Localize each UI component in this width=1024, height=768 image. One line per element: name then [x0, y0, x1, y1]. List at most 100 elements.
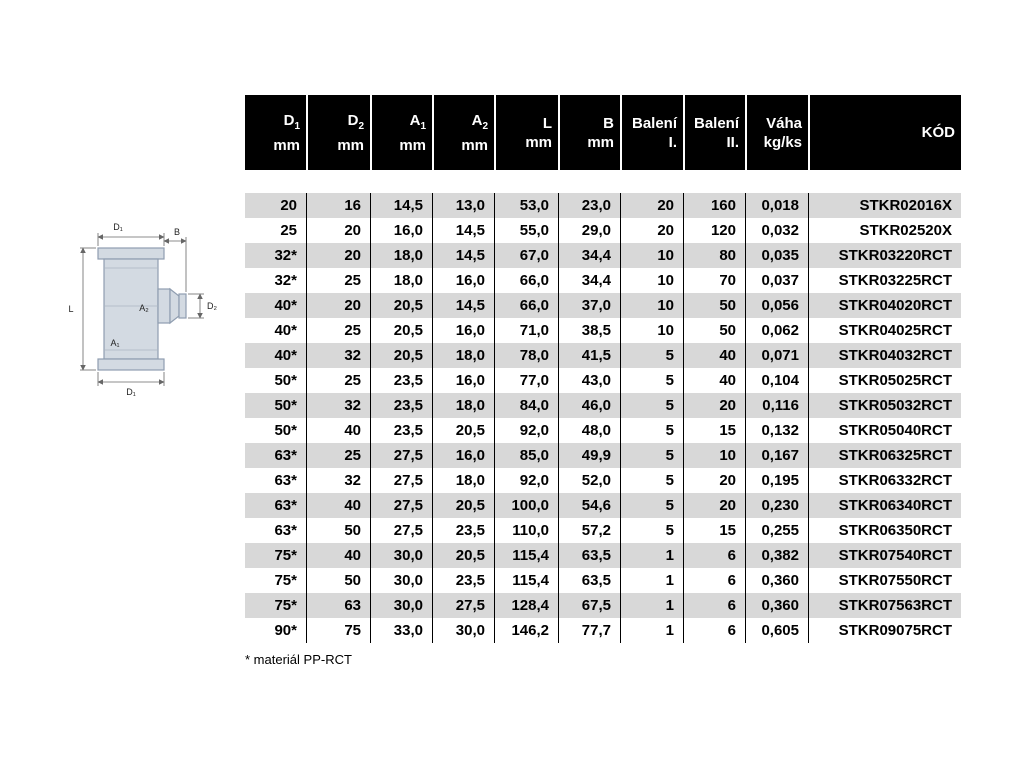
cell-a1: 30,0 [370, 593, 432, 618]
cell-baleni-ii: 6 [683, 593, 745, 618]
cell-b: 67,5 [558, 593, 620, 618]
column-header-label: A2 [471, 111, 488, 132]
cell-a2: 18,0 [432, 393, 494, 418]
cell-b: 52,0 [558, 468, 620, 493]
cell-vaha: 0,360 [745, 568, 808, 593]
cell-vaha: 0,230 [745, 493, 808, 518]
cell-baleni-ii: 20 [683, 468, 745, 493]
cell-baleni-i: 5 [620, 493, 683, 518]
cell-l: 146,2 [494, 618, 558, 643]
cell-a1: 30,0 [370, 568, 432, 593]
cell-b: 46,0 [558, 393, 620, 418]
cell-l: 92,0 [494, 468, 558, 493]
cell-vaha: 0,062 [745, 318, 808, 343]
cell-baleni-i: 5 [620, 343, 683, 368]
cell-l: 66,0 [494, 293, 558, 318]
column-header-unit: I. [668, 133, 677, 151]
cell-kod: STKR06325RCT [808, 443, 961, 468]
cell-d1: 40* [274, 322, 297, 339]
cell-d1: 75* [274, 572, 297, 589]
cell-kod: STKR07563RCT [808, 593, 961, 618]
table-row: 32* 20 18,0 14,5 67,0 34,4 10 80 0,035 STKR03220R… [245, 243, 961, 268]
cell-baleni-ii: 6 [683, 618, 745, 643]
cell-baleni-i: 20 [620, 218, 683, 243]
cell-d2: 32 [306, 468, 370, 493]
cell-vaha: 0,167 [745, 443, 808, 468]
cell-vaha: 0,018 [745, 193, 808, 218]
cell-kod: STKR09075RCT [808, 618, 961, 643]
cell-d1: 75* [274, 547, 297, 564]
cell-a2: 16,0 [432, 318, 494, 343]
dim-label-a2: A₂ [139, 303, 149, 313]
cell-d2: 40 [306, 418, 370, 443]
cell-baleni-ii: 20 [683, 493, 745, 518]
fitting-body-shape [97, 247, 187, 371]
cell-kod: STKR06350RCT [808, 518, 961, 543]
table-row: 50* 40 23,5 20,5 92,0 48,0 5 15 0,132 STKR05040RC… [245, 418, 961, 443]
cell-l: 100,0 [494, 493, 558, 518]
cell-l: 71,0 [494, 318, 558, 343]
cell-a2: 14,5 [432, 293, 494, 318]
column-header-a2: A2 mm [432, 95, 494, 170]
cell-kod: STKR04020RCT [808, 293, 961, 318]
cell-d1: 75* [274, 597, 297, 614]
cell-d1: 25 [280, 222, 297, 239]
cell-a2: 27,5 [432, 593, 494, 618]
cell-d1: 20 [280, 197, 297, 214]
cell-d2: 32 [306, 393, 370, 418]
cell-d1: 90* [274, 622, 297, 639]
cell-b: 57,2 [558, 518, 620, 543]
cell-d2: 16 [306, 193, 370, 218]
cell-a1: 14,5 [370, 193, 432, 218]
cell-baleni-i: 10 [620, 318, 683, 343]
cell-d1: 50* [274, 422, 297, 439]
column-header-label: KÓD [921, 124, 955, 141]
cell-baleni-i: 5 [620, 518, 683, 543]
cell-d1: 50* [274, 372, 297, 389]
cell-b: 41,5 [558, 343, 620, 368]
table-row: 75* 40 30,0 20,5 115,4 63,5 1 6 0,382 STKR07540RC… [245, 543, 961, 568]
column-header-d2: D2 mm [306, 95, 370, 170]
cell-vaha: 0,035 [745, 243, 808, 268]
cell-vaha: 0,255 [745, 518, 808, 543]
column-header-label: D2 [347, 111, 364, 132]
column-header-unit: mm [461, 136, 488, 154]
table-row: 90* 75 33,0 30,0 146,2 77,7 1 6 0,605 STKR09075RC… [245, 618, 961, 643]
cell-a1: 27,5 [370, 518, 432, 543]
cell-b: 43,0 [558, 368, 620, 393]
cell-baleni-i: 5 [620, 418, 683, 443]
cell-d1: 40* [274, 297, 297, 314]
cell-kod: STKR07550RCT [808, 568, 961, 593]
cell-l: 84,0 [494, 393, 558, 418]
cell-baleni-ii: 40 [683, 368, 745, 393]
cell-a1: 30,0 [370, 543, 432, 568]
cell-kod: STKR06340RCT [808, 493, 961, 518]
cell-l: 66,0 [494, 268, 558, 293]
cell-baleni-ii: 160 [683, 193, 745, 218]
cell-d1: 32* [274, 272, 297, 289]
cell-baleni-ii: 80 [683, 243, 745, 268]
cell-vaha: 0,032 [745, 218, 808, 243]
cell-d1: 50* [274, 397, 297, 414]
cell-a2: 16,0 [432, 368, 494, 393]
cell-vaha: 0,104 [745, 368, 808, 393]
cell-kod: STKR05040RCT [808, 418, 961, 443]
dim-label-d1-top: D₁ [113, 222, 123, 232]
column-header-unit: mm [273, 136, 300, 154]
table-row: 32* 25 18,0 16,0 66,0 34,4 10 70 0,037 STKR03225R… [245, 268, 961, 293]
dim-label-l: L [68, 304, 73, 314]
dim-label-b: B [174, 227, 180, 237]
cell-a1: 16,0 [370, 218, 432, 243]
column-header-unit: kg/ks [763, 133, 802, 151]
cell-d2: 25 [306, 268, 370, 293]
cell-baleni-i: 5 [620, 468, 683, 493]
table-row: 50* 32 23,5 18,0 84,0 46,0 5 20 0,116 STKR05032RC… [245, 393, 961, 418]
cell-vaha: 0,132 [745, 418, 808, 443]
cell-l: 77,0 [494, 368, 558, 393]
cell-l: 78,0 [494, 343, 558, 368]
cell-d1: 63* [274, 447, 297, 464]
